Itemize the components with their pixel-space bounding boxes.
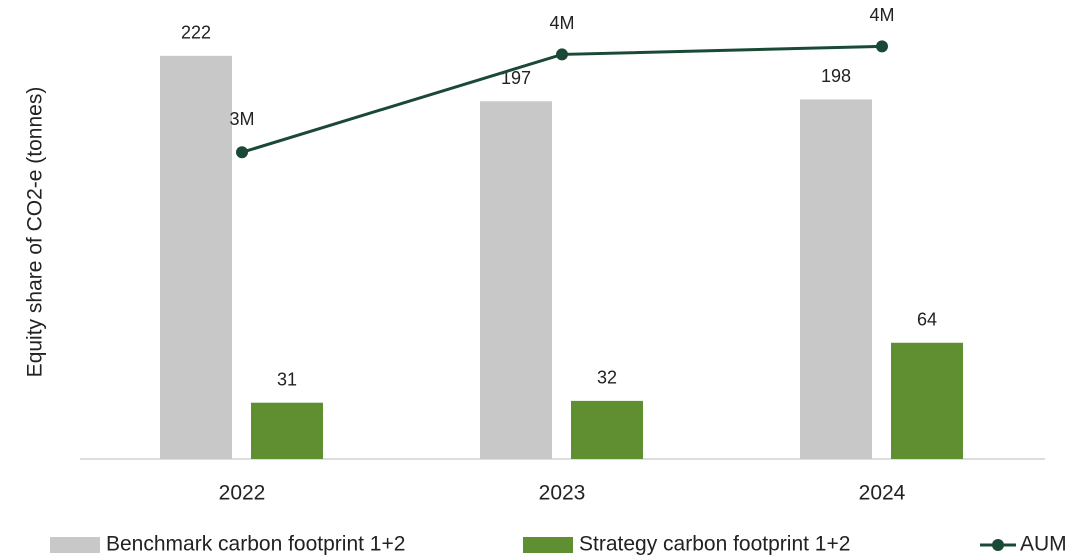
point <box>556 48 568 61</box>
bar <box>251 402 323 459</box>
bar <box>571 400 643 459</box>
legend-swatch <box>50 537 100 553</box>
legend-swatch <box>992 539 1004 551</box>
bar <box>160 55 232 460</box>
legend-swatch <box>523 537 573 553</box>
data-label: 64 <box>917 310 937 330</box>
bar <box>800 99 872 459</box>
point <box>236 146 248 159</box>
y-axis-label: Equity share of CO2-e (tonnes) <box>24 87 47 378</box>
data-label: 4M <box>549 13 574 33</box>
x-tick-label: 2022 <box>219 482 266 505</box>
line <box>241 44 883 154</box>
data-label: 198 <box>821 66 851 86</box>
data-label: 32 <box>597 368 617 388</box>
point <box>876 40 888 53</box>
data-label: 4M <box>869 5 894 25</box>
data-label: 3M <box>229 109 254 129</box>
data-label: 197 <box>501 68 531 88</box>
legend-label: AUM <box>1020 533 1067 556</box>
x-tick-label: 2024 <box>859 482 906 505</box>
legend-label: Strategy carbon footprint 1+2 <box>579 533 850 556</box>
data-label: 31 <box>277 369 297 389</box>
x-tick-label: 2023 <box>539 482 586 505</box>
bar <box>891 342 963 459</box>
legend-label: Benchmark carbon footprint 1+2 <box>106 533 405 556</box>
data-label: 222 <box>181 23 211 43</box>
bar <box>480 101 552 460</box>
